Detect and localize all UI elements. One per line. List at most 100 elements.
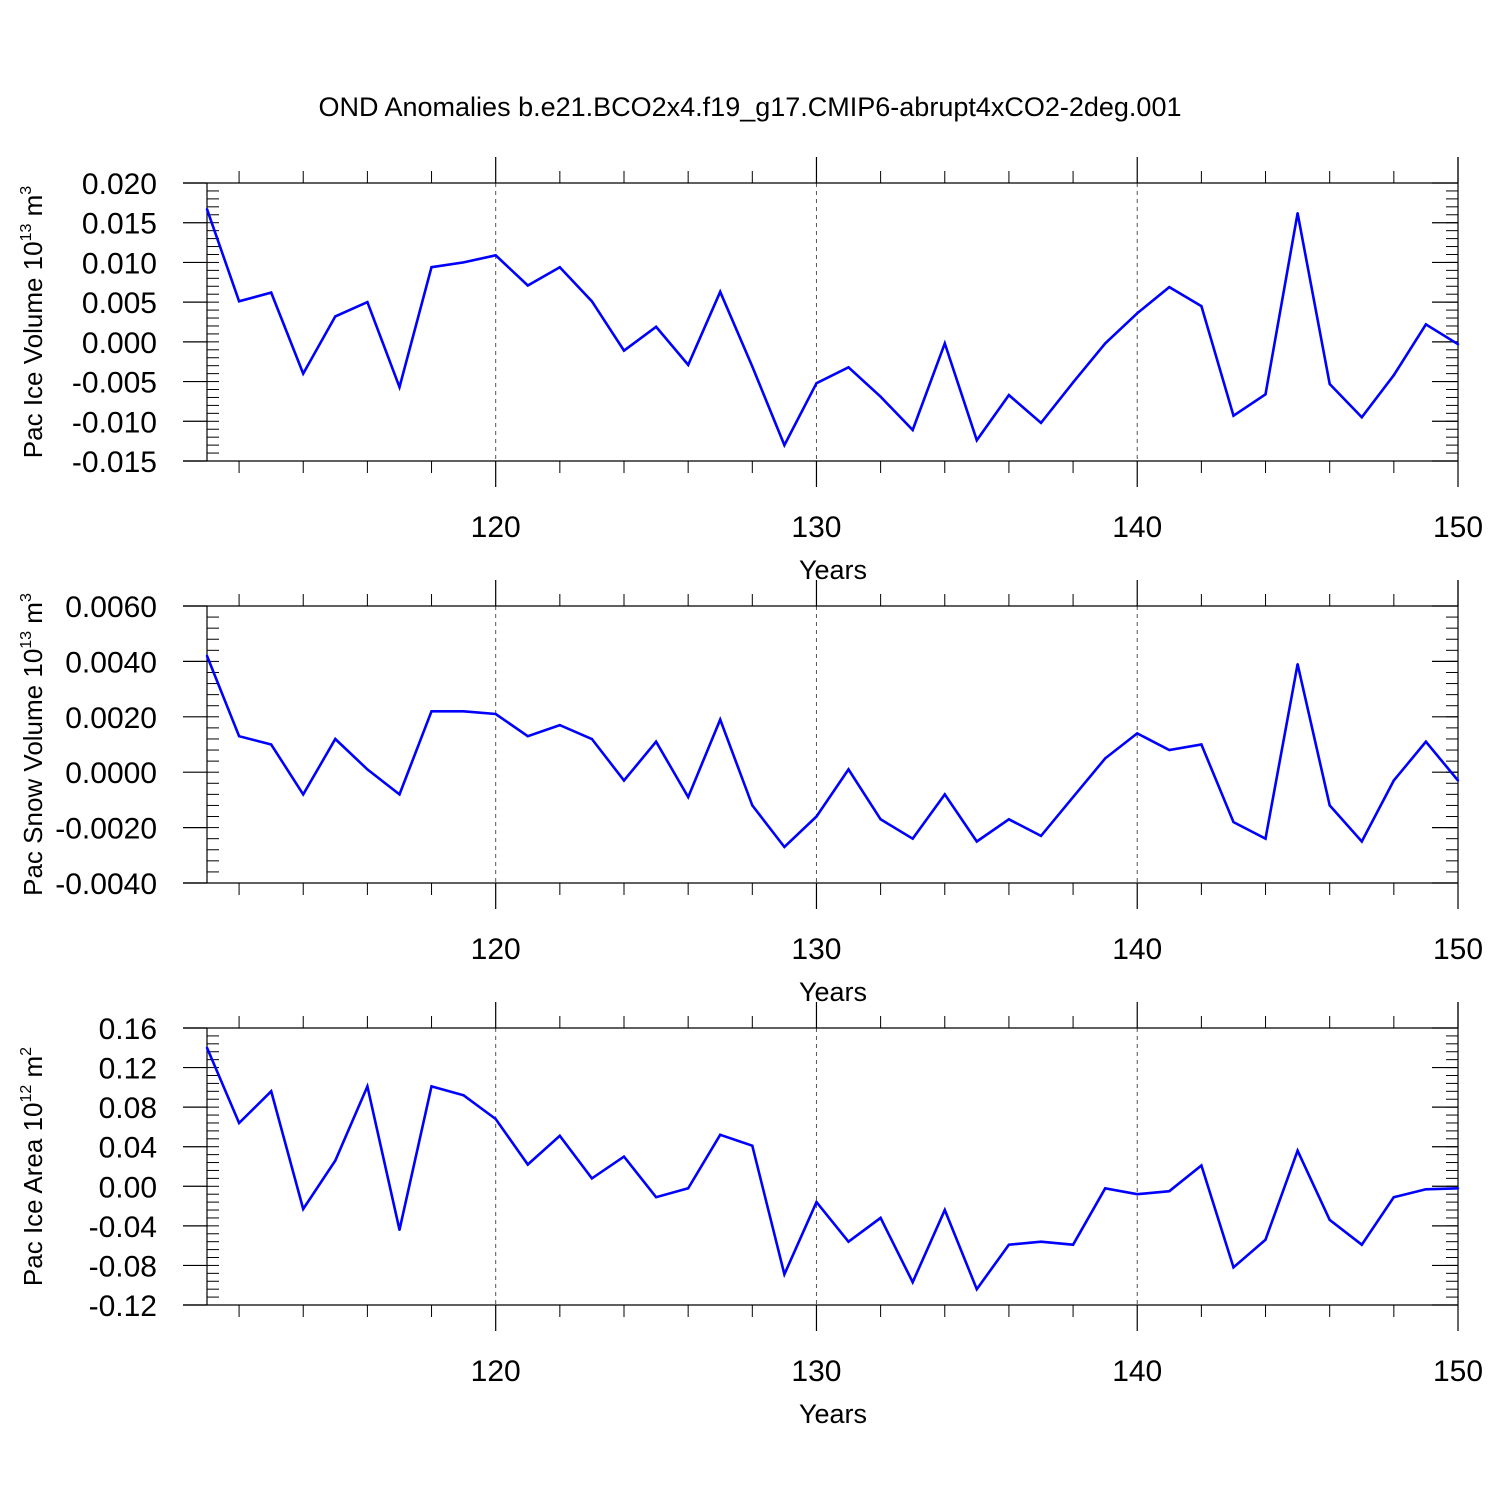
x-tick-label: 120: [471, 1355, 521, 1388]
x-tick-label: 140: [1112, 1355, 1162, 1388]
data-point: [751, 1144, 754, 1147]
data-point: [1392, 779, 1396, 782]
data-point: [622, 1155, 626, 1158]
y-axis-label: Pac Ice Area 1012 m2: [18, 1047, 48, 1286]
data-point: [1424, 323, 1428, 326]
data-point: [1168, 748, 1171, 752]
data-point: [1071, 381, 1075, 384]
data-point: [751, 804, 754, 807]
data-point: [237, 734, 241, 738]
data-point: [943, 1208, 946, 1212]
x-tick-label: 150: [1433, 1355, 1483, 1388]
data-point: [943, 342, 946, 345]
x-axis-label: Years: [799, 1399, 867, 1429]
data-point: [462, 1094, 465, 1097]
x-tick-label: 140: [1112, 933, 1162, 966]
data-point: [558, 723, 562, 727]
data-point: [1328, 804, 1331, 807]
data-point: [622, 349, 626, 352]
x-axis-label: Years: [799, 977, 867, 1007]
data-point: [975, 439, 979, 442]
data-point: [558, 265, 562, 269]
data-point: [686, 795, 690, 799]
data-point: [654, 1195, 658, 1199]
series-line: [205, 208, 1459, 449]
series-line: [205, 1047, 1459, 1292]
x-tick-label: 130: [791, 1355, 841, 1388]
data-point: [269, 291, 273, 294]
data-point: [783, 1273, 786, 1276]
data-point: [815, 381, 818, 385]
data-point: [654, 325, 658, 328]
data-point: [526, 734, 529, 738]
data-point: [943, 793, 946, 796]
data-point: [494, 254, 497, 257]
panel-3: 0.16 0.12 0.08 0.04 0.00 -0.04 -0.08 -0.12 120 13…: [18, 1002, 1483, 1429]
x-tick-label: 150: [1433, 933, 1483, 966]
data-point: [1360, 416, 1363, 419]
data-point: [302, 372, 305, 375]
data-point: [334, 315, 337, 318]
data-point: [622, 779, 626, 782]
data-point: [1392, 1195, 1396, 1199]
panel-1: 0.020 0.015 0.010 0.005 0.000 -0.005 -0.010 -0.…: [18, 157, 1483, 585]
data-point: [1360, 1243, 1363, 1246]
data-point: [1168, 1190, 1171, 1193]
data-point: [1103, 757, 1107, 760]
data-point: [719, 290, 722, 294]
data-point: [1168, 285, 1171, 289]
data-point: [719, 1133, 722, 1137]
data-point: [205, 654, 209, 658]
data-point: [430, 710, 433, 713]
data-point: [334, 1159, 337, 1162]
y-tick-label: 0.005: [82, 287, 157, 320]
data-point: [494, 1117, 497, 1121]
y-tick-label: 0.015: [82, 208, 157, 241]
data-point: [302, 793, 305, 796]
y-tick-label: -0.0020: [55, 813, 157, 846]
data-point: [366, 300, 369, 304]
data-point: [1136, 1193, 1139, 1196]
data-point: [1007, 393, 1011, 397]
data-point: [1039, 834, 1043, 838]
x-axis-label: Years: [799, 555, 867, 585]
data-point: [526, 284, 529, 287]
x-tick-label: 130: [791, 933, 841, 966]
y-axis-label: Pac Snow Volume 1013 m3: [18, 593, 48, 896]
y-tick-label: 0.020: [82, 168, 157, 201]
y-tick-label: 0.0000: [65, 757, 157, 790]
x-tick-label: 120: [471, 933, 521, 966]
data-point: [1007, 818, 1011, 821]
y-tick-label: 0.08: [99, 1092, 157, 1125]
data-point: [1456, 343, 1460, 346]
data-point: [366, 1085, 369, 1088]
data-point: [1200, 743, 1203, 746]
y-tick-label: -0.015: [72, 446, 157, 479]
y-tick-label: 0.04: [99, 1132, 157, 1165]
data-point: [879, 395, 882, 398]
data-point: [1103, 342, 1107, 345]
data-point: [783, 845, 786, 849]
x-tick-label: 140: [1112, 511, 1162, 544]
data-point: [1232, 1266, 1235, 1269]
data-point: [269, 1090, 273, 1093]
y-tick-label: -0.04: [89, 1211, 157, 1244]
data-point: [1232, 414, 1235, 417]
x-tick-label: 120: [471, 511, 521, 544]
data-point: [1424, 1188, 1428, 1191]
data-point: [1456, 1187, 1460, 1190]
data-point: [1039, 421, 1043, 425]
data-point: [302, 1207, 305, 1211]
data-point: [1136, 732, 1139, 735]
data-point: [686, 363, 690, 367]
data-point: [1232, 820, 1235, 824]
y-tick-label: -0.010: [72, 406, 157, 439]
y-tick-label: 0.0060: [65, 591, 157, 624]
y-tick-label: 0.0020: [65, 702, 157, 735]
data-point: [751, 365, 754, 368]
data-point: [494, 712, 497, 716]
data-point: [879, 1216, 882, 1220]
figure-title: OND Anomalies b.e21.BCO2x4.f19_g17.CMIP6…: [318, 92, 1182, 122]
data-point: [398, 1228, 401, 1232]
